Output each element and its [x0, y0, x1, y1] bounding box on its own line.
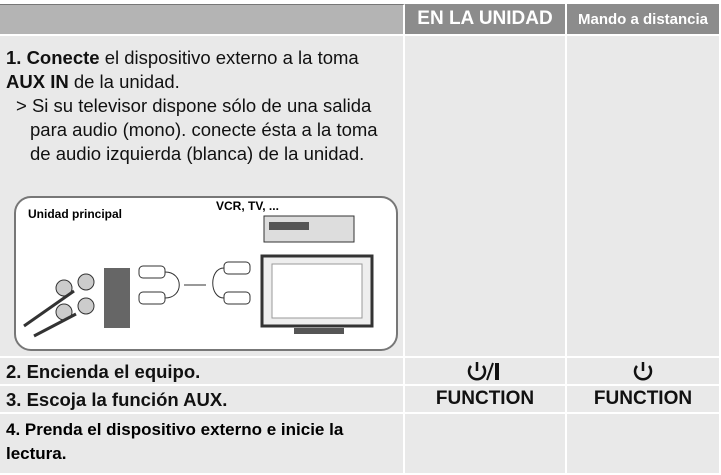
step-text: 1. Conecte el dispositivo externo a la t… — [6, 46, 398, 94]
step-text: 3. Escoja la función AUX. — [0, 386, 405, 414]
remote-button: FUNCTION — [567, 386, 721, 414]
step-text: 4. Prenda el dispositivo externo e inici… — [0, 414, 405, 475]
text: el dispositivo externo a la toma — [99, 47, 359, 68]
diagram: Unidad principal VCR, TV, ... — [14, 196, 398, 351]
unit-cell — [405, 36, 567, 358]
remote-cell — [567, 36, 721, 358]
bold: 1. Conecte — [6, 47, 100, 68]
unit-button: FUNCTION — [405, 386, 567, 414]
step-text: 2. Encienda el equipo. — [0, 358, 405, 386]
header-remote: Mando a distancia — [567, 4, 721, 36]
note: > Si su televisor dispone sólo de una sa… — [16, 95, 378, 164]
diagram-label: VCR, TV, ... — [216, 199, 279, 213]
remote-cell — [567, 358, 721, 386]
power-standby-icon — [467, 362, 499, 381]
header-blank — [0, 4, 405, 36]
text: de la unidad. — [68, 71, 180, 92]
step-cell: 1. Conecte el dispositivo externo a la t… — [0, 36, 405, 358]
diagram-label: Unidad principal — [28, 207, 122, 221]
bold: AUX IN — [6, 71, 69, 92]
power-icon — [633, 362, 653, 381]
remote-cell — [567, 414, 721, 475]
header-unit: EN LA UNIDAD — [405, 4, 567, 36]
unit-cell — [405, 414, 567, 475]
unit-cell — [405, 358, 567, 386]
